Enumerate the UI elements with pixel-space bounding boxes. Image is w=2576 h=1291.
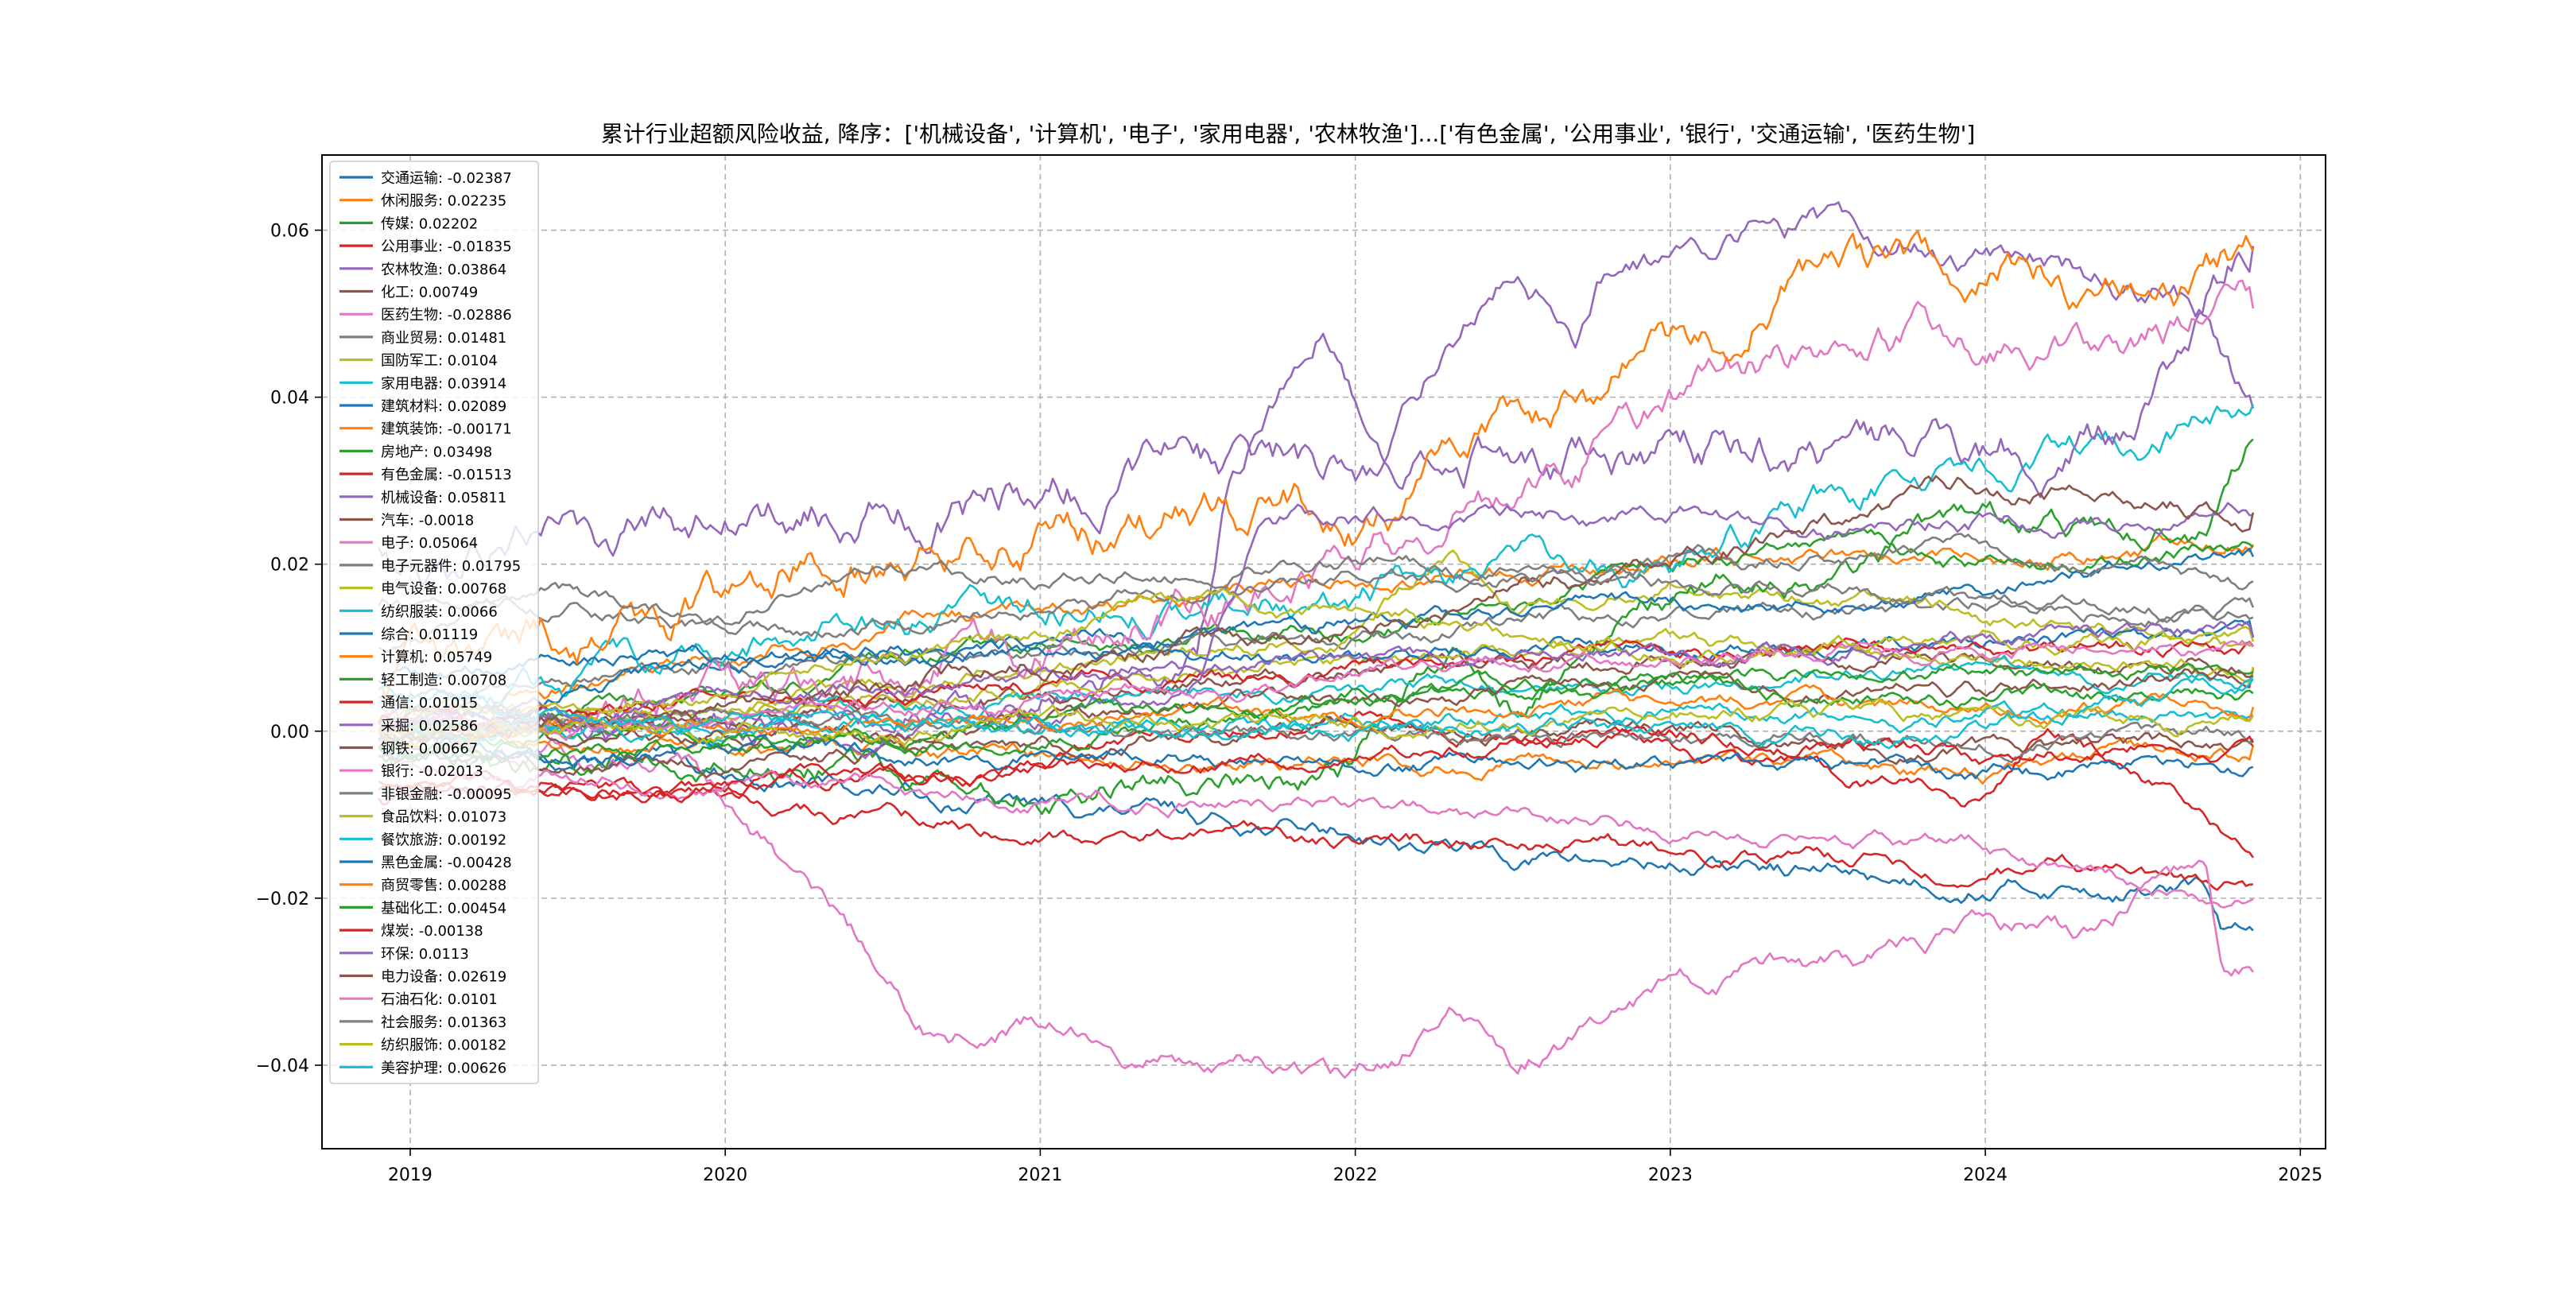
legend-entry: 非银金融: -0.00095 (381, 786, 512, 803)
series-line-纺织服饰 (378, 696, 2254, 746)
series-line-汽车 (378, 715, 2254, 779)
series-line-房地产 (378, 438, 2254, 816)
x-tick-label: 2023 (1648, 1165, 1693, 1185)
x-tick-label: 2024 (1963, 1165, 2008, 1185)
series-line-电子 (378, 279, 2255, 739)
series-line-有色金属 (378, 710, 2254, 859)
series-line-钢铁 (378, 666, 2254, 749)
legend-entry: 商贸零售: 0.00288 (381, 878, 506, 894)
legend-entry: 餐饮旅游: 0.00192 (381, 832, 506, 848)
legend-box (329, 161, 539, 1084)
axis-ticks: 2019 2020 2021 2022 2023 2024 2025 −0.04 −0.02 0.… (256, 222, 2323, 1185)
chart-title: 累计行业超额风险收益, 降序：['机械设备', '计算机', '电子', '家用… (601, 121, 1976, 147)
series-line-电力设备 (378, 475, 2255, 742)
legend-entry: 银行: -0.02013 (381, 763, 483, 780)
y-tick-label: 0.02 (270, 556, 309, 576)
y-tick-label: −0.04 (256, 1056, 309, 1076)
legend-entry: 环保: 0.0113 (381, 946, 469, 963)
series-line-建筑材料 (378, 547, 2255, 732)
series-line-非银金融 (378, 708, 2254, 764)
x-tick-label: 2021 (1018, 1165, 1062, 1185)
x-tick-label: 2019 (388, 1165, 433, 1185)
series-line-公用事业 (378, 770, 2253, 891)
legend-entry: 电力设备: 0.02619 (381, 969, 506, 986)
legend-entry: 电气设备: 0.00768 (381, 581, 506, 598)
series-line-石油石化 (378, 639, 2254, 742)
legend-entry: 石油石化: 0.0101 (381, 991, 498, 1008)
legend-entry: 商业贸易: 0.01481 (381, 330, 506, 347)
series-line-化工 (378, 646, 2255, 731)
legend-entry: 计算机: 0.05749 (381, 649, 492, 666)
legend-entry: 机械设备: 0.05811 (381, 490, 506, 506)
legend-entry: 电子元器件: 0.01795 (381, 558, 521, 575)
legend-entry: 建筑装饰: -0.00171 (381, 421, 512, 438)
legend-entry: 基础化工: 0.00454 (381, 900, 506, 917)
legend-entry: 化工: 0.00749 (381, 285, 478, 301)
y-tick-label: 0.06 (270, 222, 309, 242)
legend-entry: 采掘: 0.02586 (381, 718, 478, 735)
legend-entry: 交通运输: -0.02387 (381, 170, 512, 187)
series-line-轻工制造 (378, 662, 2254, 757)
y-tick-label: 0.00 (270, 723, 309, 742)
legend-entry: 房地产: 0.03498 (381, 444, 492, 460)
series-lines (378, 201, 2255, 1079)
legend-entry: 电子: 0.05064 (381, 535, 478, 552)
plot-frame (321, 154, 2326, 1149)
legend-entry: 农林牧渔: 0.03864 (381, 262, 506, 278)
legend-entry: 钢铁: 0.00667 (381, 741, 478, 758)
series-line-医药生物 (378, 727, 2254, 1079)
legend: 交通运输: -0.02387 休闲服务: 0.02235 传媒: 0.02202 公用… (329, 161, 539, 1084)
series-line-银行 (378, 760, 2254, 909)
legend-entry: 有色金属: -0.01513 (381, 467, 512, 483)
series-line-黑色金属 (378, 733, 2254, 781)
legend-entry: 黑色金属: -0.00428 (381, 855, 512, 871)
series-line-美容护理 (378, 677, 2254, 750)
y-tick-label: −0.02 (256, 890, 309, 909)
legend-entry: 休闲服务: 0.02235 (381, 193, 506, 210)
series-line-电气设备 (378, 627, 2255, 737)
legend-entry: 综合: 0.01119 (381, 626, 478, 643)
series-line-食品饮料 (378, 587, 2255, 728)
legend-entry: 汽车: -0.0018 (381, 513, 474, 529)
legend-entry: 公用事业: -0.01835 (381, 238, 512, 255)
legend-entry: 通信: 0.01015 (381, 695, 478, 711)
series-line-通信 (378, 637, 2254, 729)
series-line-交通运输 (378, 743, 2254, 932)
legend-entry: 纺织服装: 0.0066 (381, 603, 498, 620)
legend-entry: 建筑材料: 0.02089 (381, 398, 506, 415)
series-line-电子元器件 (378, 533, 2254, 653)
legend-entry: 轻工制造: 0.00708 (381, 672, 506, 688)
series-line-基础化工 (378, 669, 2254, 759)
y-tick-label: 0.04 (270, 389, 309, 409)
legend-entry: 煤炭: -0.00138 (381, 923, 483, 940)
series-line-煤炭 (378, 725, 2255, 804)
x-tick-label: 2022 (1333, 1165, 1378, 1185)
legend-entry: 传媒: 0.02202 (381, 215, 478, 232)
series-line-休闲服务 (378, 533, 2255, 733)
series-line-商业贸易 (378, 596, 2255, 707)
x-tick-label: 2025 (2278, 1165, 2322, 1185)
legend-entry: 家用电器: 0.03914 (381, 375, 506, 392)
legend-entry: 医药生物: -0.02886 (381, 307, 512, 324)
series-line-机械设备 (378, 246, 2255, 587)
series-line-社会服务 (378, 555, 2254, 626)
series-line-环保 (378, 620, 2255, 729)
legend-entry: 社会服务: 0.01363 (381, 1014, 506, 1031)
legend-entry: 国防军工: 0.0104 (381, 353, 498, 370)
legend-entry: 美容护理: 0.00626 (381, 1060, 506, 1076)
legend-entry: 纺织服饰: 0.00182 (381, 1037, 506, 1054)
x-tick-label: 2020 (703, 1165, 747, 1185)
legend-entry: 食品饮料: 0.01073 (381, 809, 506, 826)
